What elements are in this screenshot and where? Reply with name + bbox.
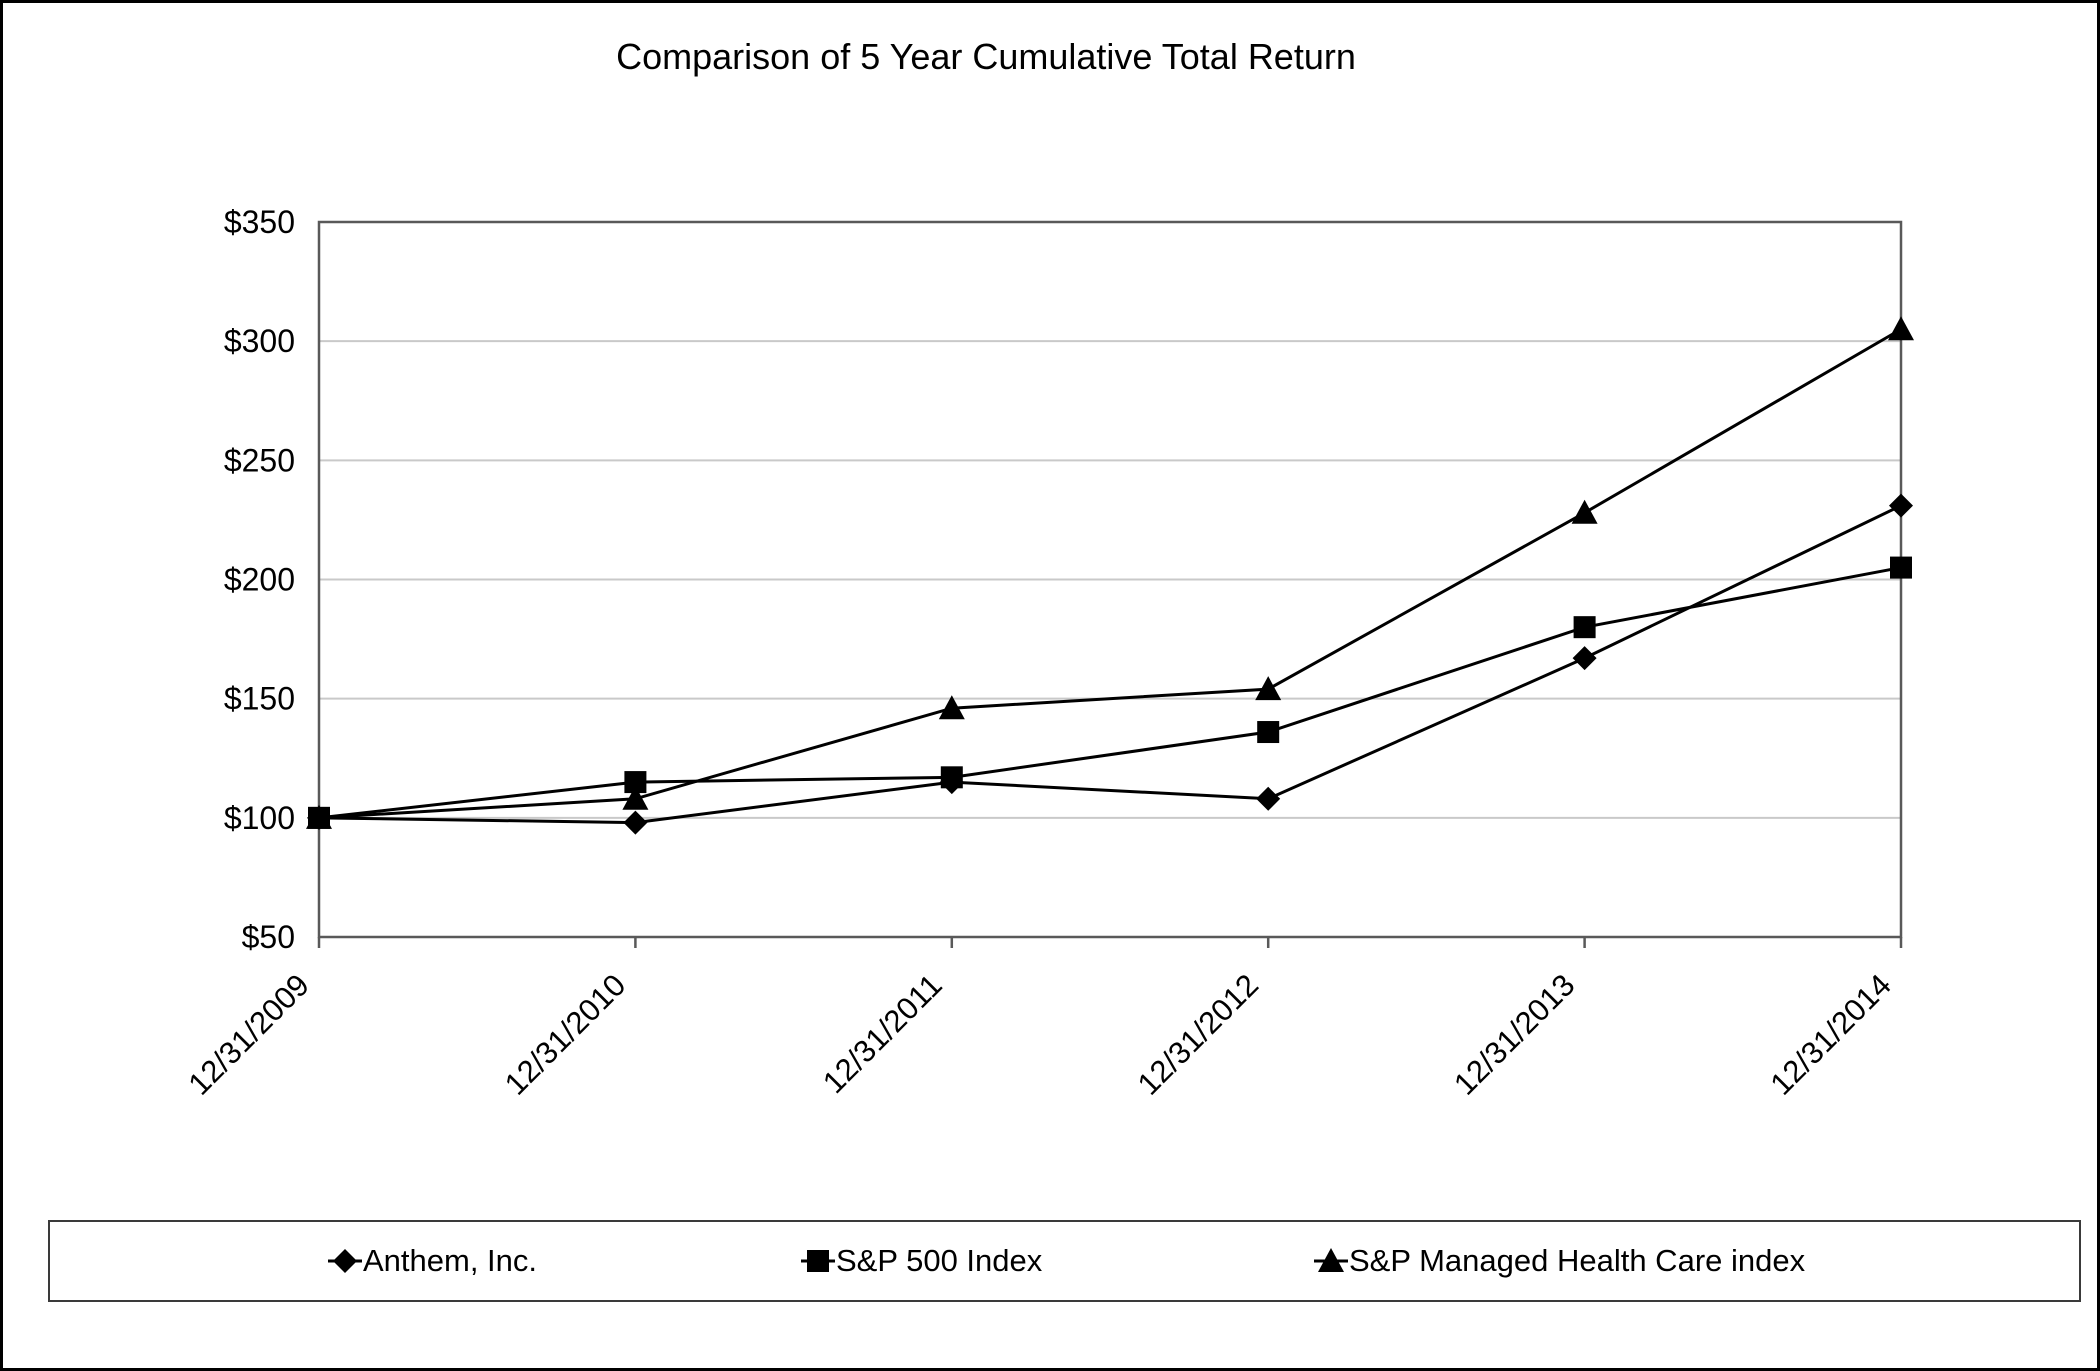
legend-item-diamond: Anthem, Inc. — [328, 1243, 537, 1279]
x-tick-label: 12/31/2010 — [498, 967, 632, 1101]
series-diamond-line — [318, 504, 1902, 825]
x-tick-label: 12/31/2009 — [181, 967, 315, 1101]
x-tick-label: 12/31/2014 — [1763, 967, 1897, 1101]
legend-item-square: S&P 500 Index — [801, 1243, 1042, 1279]
y-axis-labels: $50 $100 $150 $200 $250 $300 $350 — [224, 204, 295, 955]
legend-label: S&P Managed Health Care index — [1349, 1243, 1806, 1278]
y-tick-label: $250 — [224, 442, 295, 478]
legend-label: S&P 500 Index — [836, 1243, 1043, 1278]
series-triangle — [306, 316, 1914, 829]
x-axis-ticks — [317, 937, 1903, 948]
legend-square-icon — [801, 1250, 835, 1272]
y-tick-label: $300 — [224, 323, 295, 359]
y-gridlines — [319, 340, 1901, 819]
x-tick-label: 12/31/2013 — [1447, 967, 1581, 1101]
legend-diamond-icon — [328, 1249, 362, 1273]
y-tick-label: $200 — [224, 562, 295, 598]
x-axis-labels: 12/31/2009 12/31/2010 12/31/2011 12/31/2012… — [181, 967, 1897, 1101]
x-tick-label: 12/31/2011 — [816, 967, 949, 1100]
legend-triangle-icon — [1314, 1248, 1348, 1272]
y-tick-label: $100 — [224, 800, 295, 836]
series-square-line — [318, 566, 1902, 820]
legend-label: Anthem, Inc. — [363, 1243, 538, 1278]
y-tick-label: $50 — [242, 919, 295, 955]
plot-border — [317, 220, 1903, 939]
legend-box: Anthem, Inc. S&P 500 Index S&P Managed Hea… — [48, 1220, 2081, 1302]
chart-title: Comparison of 5 Year Cumulative Total Re… — [616, 36, 1356, 77]
x-tick-label: 12/31/2012 — [1131, 967, 1265, 1101]
series-diamond — [307, 493, 1913, 835]
series-triangle-line — [318, 327, 1902, 820]
legend-item-triangle: S&P Managed Health Care index — [1314, 1243, 1805, 1279]
y-tick-label: $150 — [224, 681, 295, 717]
series-square — [308, 556, 1912, 829]
y-tick-label: $350 — [224, 204, 295, 240]
